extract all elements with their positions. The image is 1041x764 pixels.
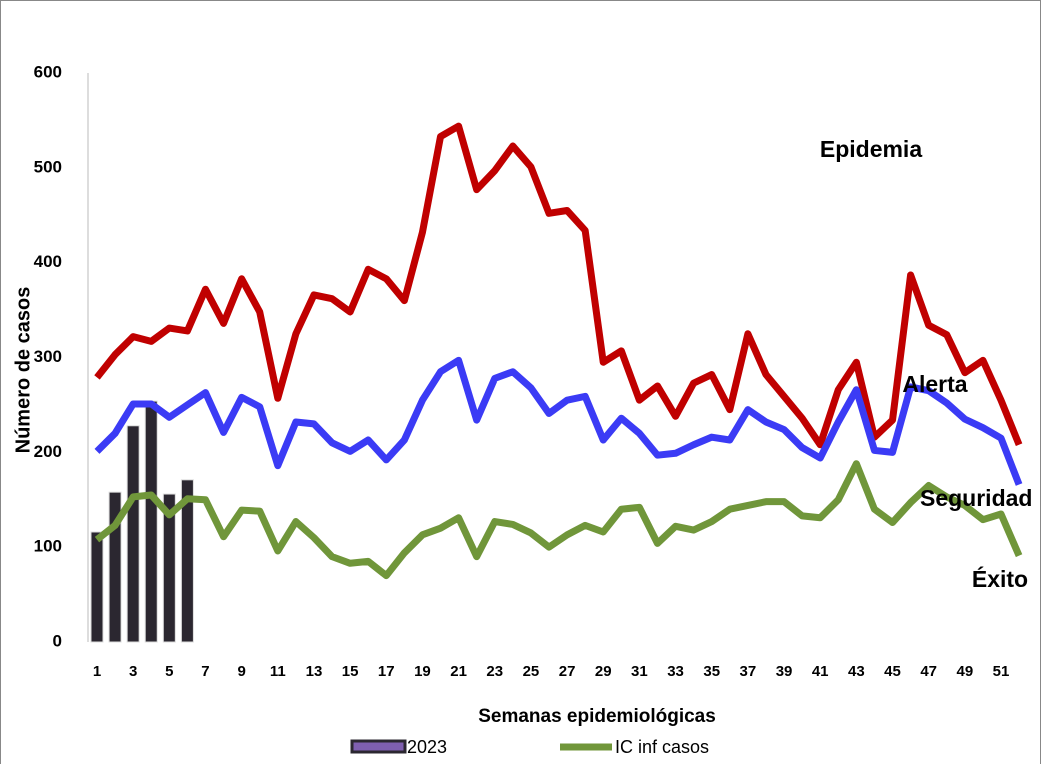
annotation: Seguridad xyxy=(920,485,1032,511)
x-tick-label: 41 xyxy=(812,663,829,680)
annotation: Epidemia xyxy=(820,136,922,162)
y-tick-label: 500 xyxy=(34,157,62,176)
y-axis-title: Número de casos xyxy=(12,287,34,454)
y-tick-label: 0 xyxy=(53,631,62,650)
y-tick-label: 300 xyxy=(34,347,62,366)
bar xyxy=(162,493,176,643)
x-tick-label: 9 xyxy=(237,663,245,680)
x-tick-label: 47 xyxy=(920,663,937,680)
x-tick-label: 7 xyxy=(201,663,209,680)
bar xyxy=(90,531,104,643)
line xyxy=(94,122,1023,449)
bar xyxy=(126,425,140,643)
x-tick-label: 15 xyxy=(342,663,359,680)
y-tick-label: 100 xyxy=(34,537,62,556)
line xyxy=(94,356,1023,486)
x-tick-label: 23 xyxy=(486,663,503,680)
x-tick-label: 25 xyxy=(523,663,540,680)
x-tick-label: 29 xyxy=(595,663,612,680)
bar xyxy=(180,479,194,643)
x-tick-label: 35 xyxy=(703,663,720,680)
x-axis-title: Semanas epidemiológicas xyxy=(478,706,716,727)
bar xyxy=(144,400,158,643)
x-tick-label: 19 xyxy=(414,663,431,680)
x-tick-label: 31 xyxy=(631,663,648,680)
x-tick-label: 17 xyxy=(378,663,395,680)
x-tick-label: 21 xyxy=(450,663,467,680)
annotation: Éxito xyxy=(972,565,1028,592)
x-tick-label: 1 xyxy=(93,663,101,680)
x-tick-label: 33 xyxy=(667,663,684,680)
x-tick-label: 51 xyxy=(993,663,1010,680)
legend-swatch xyxy=(350,739,407,754)
x-tick-label: 49 xyxy=(956,663,973,680)
x-tick-label: 39 xyxy=(776,663,793,680)
x-tick-label: 37 xyxy=(740,663,757,680)
annotation: Alerta xyxy=(902,371,967,397)
y-tick-label: 400 xyxy=(34,252,62,271)
x-tick-label: 43 xyxy=(848,663,865,680)
line xyxy=(94,460,1023,580)
x-tick-label: 11 xyxy=(270,663,286,680)
x-tick-label: 13 xyxy=(306,663,323,680)
y-tick-label: 600 xyxy=(34,62,62,81)
y-tick-label: 200 xyxy=(34,442,62,461)
x-tick-label: 3 xyxy=(129,663,137,680)
x-tick-label: 5 xyxy=(165,663,173,680)
legend-label: 2023 xyxy=(407,737,447,757)
x-tick-label: 45 xyxy=(884,663,901,680)
x-tick-label: 27 xyxy=(559,663,576,680)
legend-label: IC inf casos xyxy=(615,737,709,757)
